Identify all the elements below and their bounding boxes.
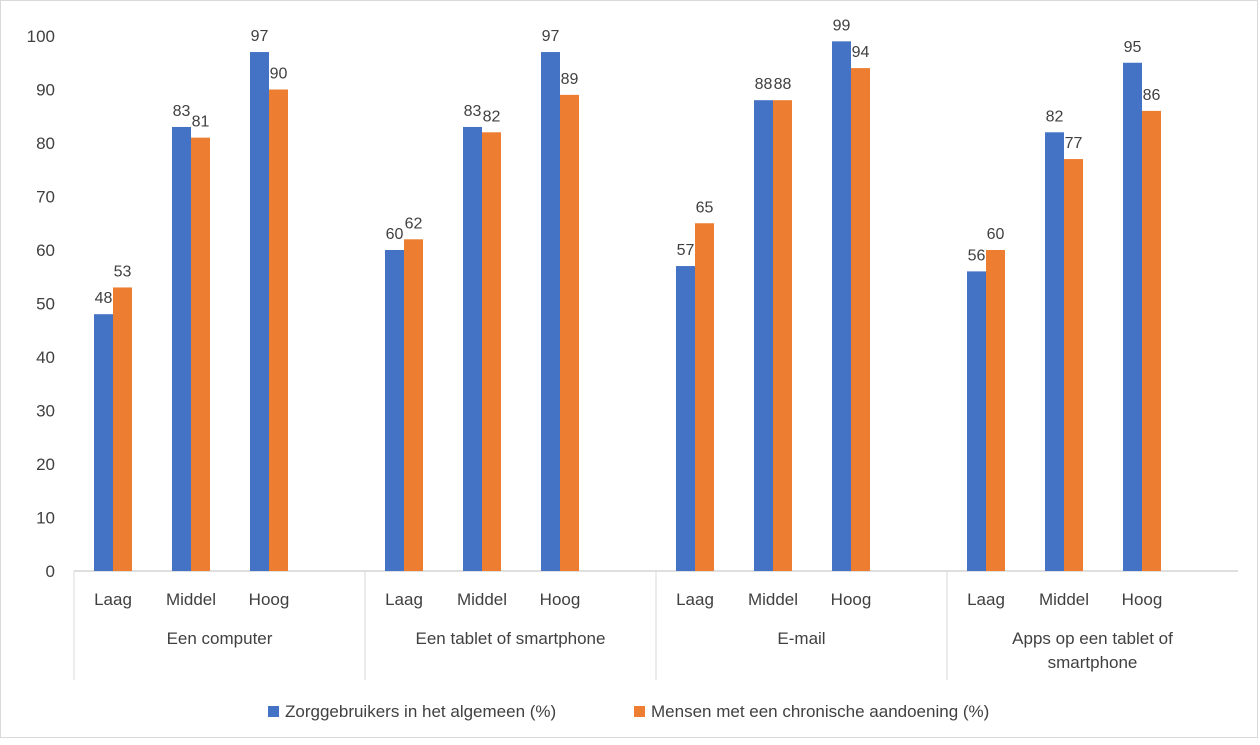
bar (269, 89, 288, 571)
bar (967, 271, 986, 571)
data-label: 83 (464, 103, 482, 120)
bar (1142, 110, 1161, 572)
x-category-label: Middel (748, 590, 798, 609)
x-group-label: Apps op een tablet of (1012, 629, 1173, 648)
data-label: 88 (755, 76, 773, 93)
x-category-label: Laag (385, 590, 423, 609)
bar (676, 266, 695, 571)
x-category-label: Laag (676, 590, 714, 609)
bar (1045, 132, 1064, 572)
data-label: 65 (696, 199, 714, 216)
bar (482, 132, 501, 572)
x-category-label: Hoog (1122, 590, 1163, 609)
x-category-label: Laag (967, 590, 1005, 609)
data-label: 53 (114, 263, 132, 280)
bar (832, 41, 851, 572)
y-tick-label: 0 (46, 562, 55, 581)
x-category-label: Hoog (540, 590, 581, 609)
x-group-label: smartphone (1048, 653, 1138, 672)
data-label: 77 (1065, 135, 1083, 152)
y-tick-label: 90 (36, 81, 55, 100)
bar (94, 314, 113, 571)
bar (773, 100, 792, 571)
y-tick-label: 50 (36, 295, 55, 314)
bar (560, 94, 579, 571)
y-tick-label: 80 (36, 134, 55, 153)
legend-swatch (634, 706, 645, 717)
data-label: 83 (173, 103, 191, 120)
bar (191, 137, 210, 571)
x-group-label: Een computer (167, 629, 273, 648)
data-label: 56 (968, 247, 986, 264)
x-group-label: E-mail (777, 629, 825, 648)
data-label: 60 (386, 226, 404, 243)
bar (250, 52, 269, 572)
bar (463, 126, 482, 571)
x-category-label: Middel (457, 590, 507, 609)
y-tick-label: 30 (36, 402, 55, 421)
y-tick-label: 100 (27, 27, 55, 46)
data-label: 57 (677, 242, 695, 259)
x-category-label: Middel (1039, 590, 1089, 609)
data-label: 97 (251, 28, 269, 45)
y-tick-label: 70 (36, 188, 55, 207)
y-tick-label: 10 (36, 509, 55, 528)
bar (1123, 62, 1142, 571)
y-tick-label: 60 (36, 241, 55, 260)
data-label: 97 (542, 28, 560, 45)
x-category-label: Laag (94, 590, 132, 609)
legend-label: Mensen met een chronische aandoening (%) (651, 702, 989, 721)
y-tick-label: 40 (36, 348, 55, 367)
data-label: 60 (987, 226, 1005, 243)
data-label: 62 (405, 215, 423, 232)
x-category-label: Hoog (249, 590, 290, 609)
y-tick-label: 20 (36, 455, 55, 474)
bar (113, 287, 132, 571)
x-category-label: Hoog (831, 590, 872, 609)
legend-swatch (268, 706, 279, 717)
data-label: 90 (270, 66, 288, 83)
bar (385, 250, 404, 571)
data-label: 94 (852, 44, 870, 61)
data-label: 99 (833, 17, 851, 34)
x-group-label: Een tablet of smartphone (416, 629, 606, 648)
data-label: 95 (1124, 39, 1142, 56)
bar (1064, 159, 1083, 572)
bar (172, 126, 191, 571)
legend-label: Zorggebruikers in het algemeen (%) (285, 702, 556, 721)
bar (404, 239, 423, 572)
data-label: 48 (95, 290, 113, 307)
data-label: 82 (1046, 108, 1064, 125)
x-category-label: Middel (166, 590, 216, 609)
bar (754, 100, 773, 571)
bar (986, 250, 1005, 571)
bar (695, 223, 714, 571)
bar (541, 52, 560, 572)
data-label: 88 (774, 76, 792, 93)
data-label: 81 (192, 114, 210, 131)
data-label: 82 (483, 108, 501, 125)
data-label: 86 (1143, 87, 1161, 104)
data-label: 89 (561, 71, 579, 88)
bar (851, 68, 870, 571)
